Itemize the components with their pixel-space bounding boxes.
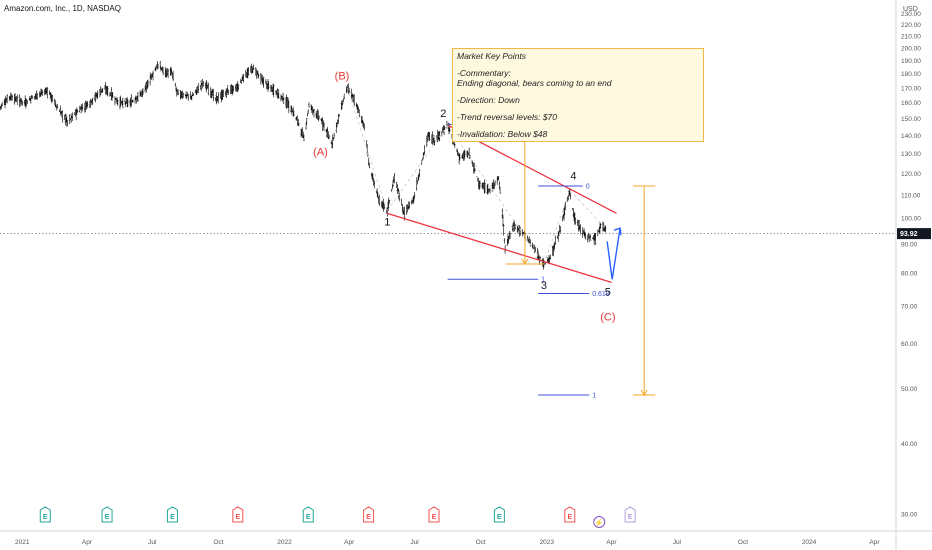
- earnings-marker: [232, 506, 244, 523]
- wave-label: 2: [440, 108, 446, 120]
- projected-arrowhead: [613, 227, 622, 236]
- earnings-marker: [624, 506, 636, 523]
- earnings-marker-label: E: [497, 514, 502, 521]
- x-tick-label: 2024: [802, 539, 817, 546]
- earnings-marker-label: E: [105, 514, 110, 521]
- note-title: Market Key Points: [457, 51, 526, 61]
- last-price-box: [897, 228, 931, 240]
- split-marker: [593, 516, 606, 528]
- diagonal-lower-line: [387, 212, 612, 284]
- x-tick-label: Oct: [738, 539, 748, 546]
- earnings-marker-label: E: [628, 514, 633, 521]
- earnings-marker: [101, 506, 113, 523]
- earnings-marker-label: E: [567, 514, 572, 521]
- earnings-marker: [39, 506, 51, 523]
- x-tick-label: Jul: [410, 539, 419, 546]
- earnings-marker: [363, 506, 375, 523]
- fib-high-1-label: 1: [541, 277, 545, 284]
- wave-path-segment: [569, 190, 607, 229]
- chart-title: Amazon.com, Inc., 1D, NASDAQ: [4, 4, 121, 13]
- last-price-label: 93.92: [900, 231, 918, 238]
- earnings-marker-label: E: [366, 514, 371, 521]
- y-tick-label: 140.00: [901, 133, 921, 140]
- projected-path: [606, 228, 621, 280]
- y-tick-label: 30.00: [901, 512, 918, 519]
- x-tick-label: Jul: [673, 539, 682, 546]
- x-tick-label: Jul: [148, 539, 157, 546]
- y-tick-label: 230.00: [901, 11, 921, 18]
- wave-path-segment: [543, 190, 571, 265]
- wave-path-segment: [447, 124, 545, 265]
- wave-label: 4: [570, 171, 576, 183]
- y-tick-label: 60.00: [901, 341, 918, 348]
- note-commentary: Ending diagonal, bears coming to an end: [457, 78, 612, 88]
- measure-second-leg-arrowhead: [640, 389, 648, 396]
- x-tick-label: Apr: [344, 539, 355, 546]
- fib-b-0-label: 0: [586, 183, 590, 190]
- x-tick-label: Apr: [869, 539, 880, 546]
- earnings-marker-label: E: [170, 514, 175, 521]
- wave-label: (B): [335, 70, 350, 82]
- y-tick-label: 40.00: [901, 441, 918, 448]
- y-tick-label: 90.00: [901, 242, 918, 249]
- y-tick-label: 70.00: [901, 303, 918, 310]
- y-tick-label: 110.00: [901, 192, 921, 199]
- x-tick-label: Oct: [213, 539, 223, 546]
- wave-label: 1: [384, 217, 390, 229]
- x-tick-label: 2022: [277, 539, 292, 546]
- y-tick-label: 100.00: [901, 216, 921, 223]
- wave-label: 5: [605, 287, 611, 299]
- y-tick-label: 50.00: [901, 386, 918, 393]
- wave-label: (C): [600, 311, 615, 323]
- y-tick-label: 80.00: [901, 271, 918, 278]
- earnings-marker-label: E: [306, 514, 311, 521]
- x-tick-label: Apr: [82, 539, 93, 546]
- x-tick-label: 2021: [15, 539, 30, 546]
- earnings-marker: [302, 506, 314, 523]
- earnings-marker-label: E: [235, 514, 240, 521]
- x-tick-label: 2023: [540, 539, 555, 546]
- note-direction: -Direction: Down: [457, 95, 520, 105]
- earnings-marker-label: E: [43, 514, 48, 521]
- x-tick-label: Apr: [606, 539, 617, 546]
- y-tick-label: 130.00: [901, 151, 921, 158]
- earnings-marker: [564, 506, 576, 523]
- y-tick-label: 160.00: [901, 100, 921, 107]
- y-tick-label: 170.00: [901, 85, 921, 92]
- note-commentary-label: -Commentary:: [457, 68, 511, 78]
- fib-b-1-label: 1: [592, 392, 596, 399]
- y-tick-label: 200.00: [901, 45, 921, 52]
- y-tick-label: 190.00: [901, 58, 921, 65]
- wave-label: 3: [541, 280, 547, 292]
- earnings-marker: [493, 506, 505, 523]
- measure-first-leg-arrowhead: [521, 258, 529, 265]
- wave-label: (A): [313, 147, 328, 159]
- y-tick-label: 180.00: [901, 71, 921, 78]
- y-tick-label: 150.00: [901, 116, 921, 123]
- earnings-marker: [428, 506, 440, 523]
- market-key-points-note: Market Key Points -Commentary: Ending di…: [452, 48, 704, 142]
- note-reversal: -Trend reversal levels: $70: [457, 112, 557, 122]
- earnings-marker-label: E: [432, 514, 437, 521]
- y-tick-label: 120.00: [901, 171, 921, 178]
- x-tick-label: Oct: [476, 539, 486, 546]
- split-marker-label: ⚡: [595, 518, 604, 527]
- y-tick-label: 210.00: [901, 33, 921, 40]
- y-tick-label: 220.00: [901, 22, 921, 29]
- note-invalidation: -Invalidation: Below $48: [457, 129, 548, 139]
- fib-b-0618-label: 0.618: [592, 291, 610, 298]
- currency-label: USD: [903, 6, 918, 13]
- earnings-marker: [166, 506, 178, 523]
